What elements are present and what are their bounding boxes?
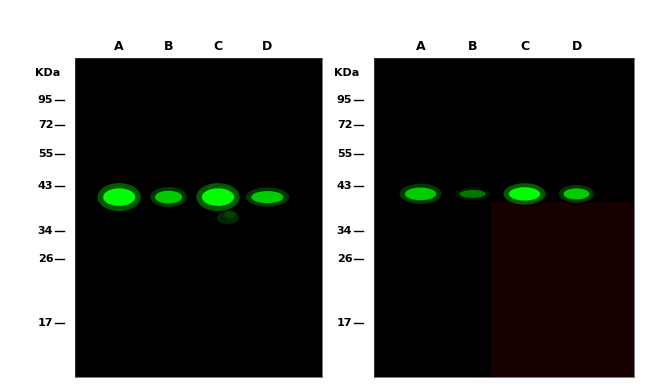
Ellipse shape	[196, 183, 240, 211]
Ellipse shape	[224, 211, 237, 219]
Ellipse shape	[509, 187, 540, 201]
Text: 43: 43	[38, 181, 53, 191]
Text: 95: 95	[337, 95, 352, 105]
Text: C: C	[213, 40, 222, 53]
Text: B: B	[164, 40, 174, 53]
Ellipse shape	[400, 184, 441, 204]
Text: C: C	[520, 40, 529, 53]
Text: KDa: KDa	[34, 68, 60, 78]
Text: 72: 72	[38, 120, 53, 130]
Text: 17: 17	[337, 318, 352, 328]
Text: 55: 55	[337, 149, 352, 159]
Text: 34: 34	[38, 226, 53, 236]
Text: 43: 43	[337, 181, 352, 191]
Text: D: D	[263, 40, 272, 53]
Ellipse shape	[202, 188, 234, 206]
Text: 95: 95	[38, 95, 53, 105]
Text: B: B	[468, 40, 477, 53]
Text: 34: 34	[337, 226, 352, 236]
Bar	[491, 202, 634, 377]
Text: 17: 17	[38, 318, 53, 328]
Ellipse shape	[504, 183, 545, 205]
Ellipse shape	[155, 191, 182, 203]
Text: A: A	[416, 40, 425, 53]
Ellipse shape	[246, 187, 289, 207]
Ellipse shape	[564, 188, 590, 200]
Text: 72: 72	[337, 120, 352, 130]
Text: A: A	[114, 40, 124, 53]
Ellipse shape	[216, 212, 239, 224]
Ellipse shape	[460, 190, 486, 198]
Text: 55: 55	[38, 149, 53, 159]
Text: 26: 26	[38, 254, 53, 264]
Text: KDa: KDa	[333, 68, 359, 78]
Ellipse shape	[455, 187, 490, 200]
Ellipse shape	[405, 187, 436, 200]
Ellipse shape	[103, 188, 135, 206]
Ellipse shape	[98, 183, 141, 211]
Text: 26: 26	[337, 254, 352, 264]
Text: D: D	[571, 40, 582, 53]
Ellipse shape	[559, 185, 594, 203]
Ellipse shape	[150, 187, 187, 207]
Ellipse shape	[252, 191, 283, 203]
